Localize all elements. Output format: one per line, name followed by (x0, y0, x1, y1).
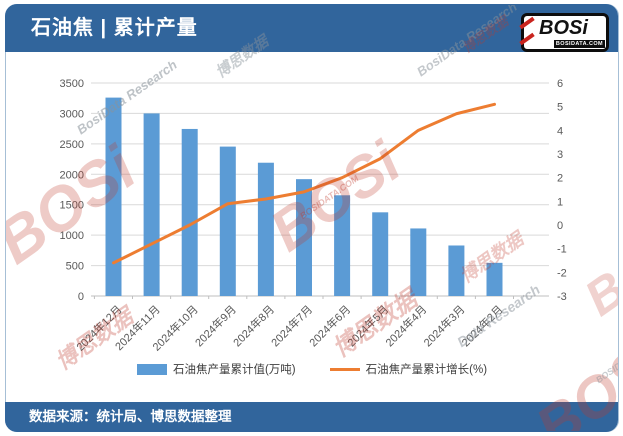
left-axis-tick-label: 0 (78, 291, 84, 303)
logo-stripe-icon (519, 16, 535, 30)
right-axis-tick-label: 4 (557, 125, 563, 137)
production-bar (296, 179, 312, 296)
production-bar (486, 262, 503, 296)
left-axis-tick-label: 3000 (60, 108, 84, 120)
production-bar (410, 228, 427, 296)
right-axis-tick-label: 5 (557, 102, 563, 114)
production-bar (219, 146, 236, 296)
production-bar (181, 128, 198, 296)
legend-item-production: 石油焦产量累计值(万吨) (136, 361, 296, 377)
left-axis-tick-label: 2500 (60, 139, 84, 151)
x-axis-label: 2024年2月 (459, 302, 506, 349)
growth-line (112, 102, 496, 265)
right-axis-tick-label: 6 (557, 78, 563, 90)
production-bar (105, 97, 122, 296)
production-bar (143, 113, 160, 296)
combo-chart: 0 500 1000 1500 2000 2500 3000 3500 -3 -2 -1 0 1 2 3 4 5… (60, 78, 567, 354)
production-bar (257, 162, 274, 296)
source-band: 数据来源：统计局、博思数据整理 (5, 402, 618, 432)
legend-label-production: 石油焦产量累计值(万吨) (172, 364, 296, 376)
left-axis-tick-label: 1000 (60, 230, 84, 242)
production-bar (372, 212, 389, 296)
page-title: 石油焦 | 累计产量 (31, 17, 198, 39)
logo-wordmark: BOSi (539, 17, 588, 39)
line-swatch-icon (329, 367, 360, 371)
header-band: 石油焦 | 累计产量 (5, 4, 618, 52)
production-bar (448, 245, 465, 296)
right-axis-tick-label: -3 (557, 291, 567, 303)
production-bar (334, 195, 351, 296)
left-axis-tick-label: 500 (66, 261, 84, 273)
left-axis-tick-label: 2000 (60, 169, 84, 181)
source-text: 数据来源：统计局、博思数据整理 (29, 409, 232, 424)
right-axis-tick-label: 1 (557, 196, 563, 208)
logo-domain: BOSIDATA.COM (553, 40, 605, 48)
bosi-logo: BOSi BOSIDATA.COM (519, 13, 609, 52)
logo-stripe-icon (519, 32, 535, 46)
bar-swatch-icon (136, 363, 167, 375)
chart-card: 0 500 1000 1500 2000 2500 3000 3500 -3 -2 -1 0 1 2 3 4 5… (5, 4, 619, 432)
left-axis-tick-label: 1500 (60, 200, 84, 212)
right-axis-tick-label: 2 (557, 173, 563, 185)
right-axis-tick-label: -2 (557, 267, 567, 279)
right-axis-tick-label: 0 (557, 220, 563, 232)
legend-label-growth: 石油焦产量累计增长(%) (365, 364, 488, 376)
right-axis-tick-label: 3 (557, 149, 563, 161)
legend-item-growth: 石油焦产量累计增长(%) (329, 361, 488, 377)
chart-legend: 石油焦产量累计值(万吨) 石油焦产量累计增长(%) (6, 361, 618, 377)
left-axis-tick-label: 3500 (60, 78, 84, 90)
right-axis-tick-label: -1 (557, 244, 567, 256)
